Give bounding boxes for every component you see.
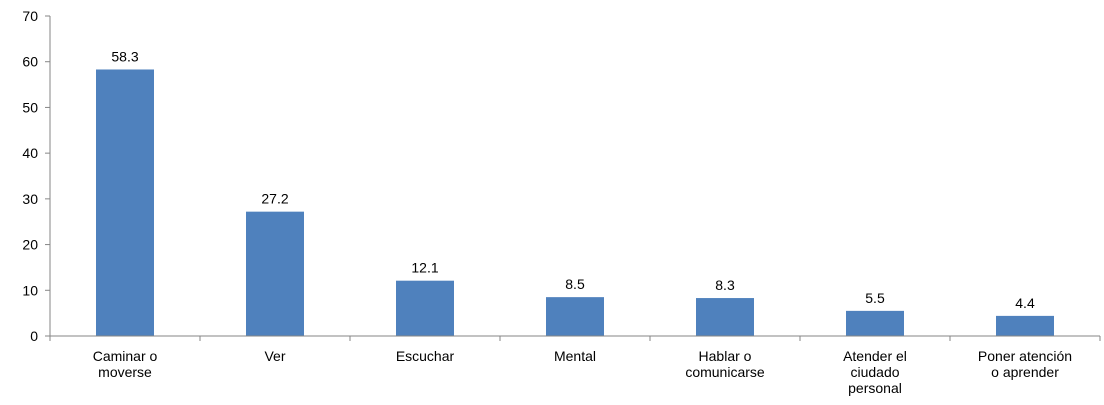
- y-tick-label: 0: [30, 328, 38, 344]
- bar-value-label: 5.5: [865, 290, 885, 306]
- bar-value-label: 58.3: [111, 48, 138, 64]
- x-category-label-line: Atender el: [843, 348, 907, 364]
- bar: [546, 297, 604, 336]
- x-category-label-line: ciudado: [850, 364, 899, 380]
- bars: 58.3 27.2 12.1 8.5 8.3 5.5 4.4: [96, 48, 1054, 336]
- bar-value-label: 8.5: [565, 276, 585, 292]
- y-tick-label: 70: [22, 8, 38, 24]
- y-tick-label: 20: [22, 237, 38, 253]
- bar-value-label: 8.3: [715, 277, 735, 293]
- x-category-label-line: personal: [848, 380, 902, 396]
- bar: [246, 211, 304, 336]
- y-axis: 0 10 20 30 40 50 60 70: [22, 8, 51, 344]
- bar-value-label: 12.1: [411, 260, 438, 276]
- bar: [396, 280, 454, 336]
- x-category-label: Hablar o comunicarse: [685, 348, 765, 380]
- bar: [846, 310, 904, 336]
- x-category-label-line: Ver: [264, 348, 285, 364]
- x-category-label-line: moverse: [98, 364, 152, 380]
- x-category-label-line: Mental: [554, 348, 596, 364]
- x-category-label-line: Escuchar: [396, 348, 455, 364]
- y-tick-label: 40: [22, 145, 38, 161]
- x-category-label-line: Poner atención: [978, 348, 1072, 364]
- x-category-label: Escuchar: [396, 348, 455, 364]
- bar: [96, 69, 154, 336]
- y-tick-label: 30: [22, 191, 38, 207]
- x-category-label: Poner atención o aprender: [978, 348, 1072, 380]
- x-category-label-line: comunicarse: [685, 364, 765, 380]
- x-category-label: Mental: [554, 348, 596, 364]
- bar: [696, 298, 754, 336]
- x-category-label-line: Caminar o: [93, 348, 158, 364]
- bar-value-label: 27.2: [261, 191, 288, 207]
- y-tick-label: 50: [22, 99, 38, 115]
- x-category-label: Atender el ciudado personal: [843, 348, 907, 396]
- bar: [996, 315, 1054, 336]
- x-category-label-line: Hablar o: [699, 348, 752, 364]
- bar-value-label: 4.4: [1015, 295, 1035, 311]
- x-category-label: Ver: [264, 348, 285, 364]
- y-tick-label: 10: [22, 282, 38, 298]
- y-tick-label: 60: [22, 54, 38, 70]
- x-axis: Caminar o moverse Ver Escuchar Mental Hablar …: [49, 335, 1101, 396]
- x-category-label: Caminar o moverse: [93, 348, 158, 380]
- x-category-label-line: o aprender: [991, 364, 1059, 380]
